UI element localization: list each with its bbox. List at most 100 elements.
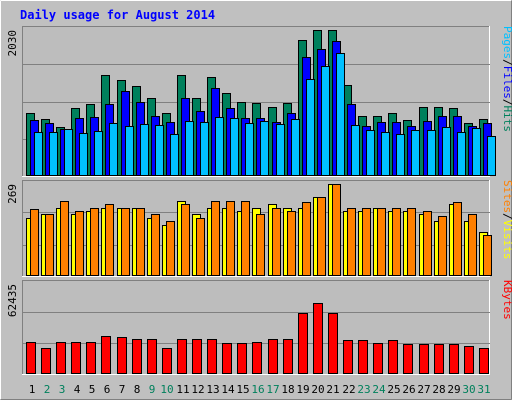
bar-sites-day-17 xyxy=(272,208,281,276)
bar-kbytes-day-20 xyxy=(313,303,323,374)
bar-pages-day-17 xyxy=(276,124,285,176)
panel-visits-sites: 269 Sites/Visits xyxy=(6,180,512,277)
x-tick-day-15: 15 xyxy=(236,383,249,396)
x-tick-day-11: 11 xyxy=(176,383,189,396)
bar-kbytes-day-23 xyxy=(358,340,368,374)
bar-kbytes-day-18 xyxy=(283,339,293,374)
bar-sites-day-18 xyxy=(287,211,296,276)
bar-pages-day-29 xyxy=(457,132,466,176)
bar-pages-day-7 xyxy=(125,126,134,176)
x-tick-day-13: 13 xyxy=(206,383,219,396)
legend-files: Files xyxy=(501,66,512,99)
bar-pages-day-22 xyxy=(351,125,360,176)
panel-legend: Sites/Visits xyxy=(501,180,512,260)
bar-pages-day-4 xyxy=(79,133,88,176)
x-tick-day-18: 18 xyxy=(281,383,294,396)
bar-kbytes-day-31 xyxy=(479,348,489,374)
bar-pages-day-2 xyxy=(49,132,58,176)
bar-kbytes-day-29 xyxy=(449,344,459,374)
x-tick-day-21: 21 xyxy=(326,383,339,396)
x-tick-day-4: 4 xyxy=(74,383,81,396)
bar-sites-day-25 xyxy=(392,208,401,276)
bar-sites-day-4 xyxy=(75,211,84,276)
bar-sites-day-12 xyxy=(196,218,205,276)
bar-sites-day-24 xyxy=(377,208,386,276)
x-tick-day-19: 19 xyxy=(296,383,309,396)
x-tick-day-14: 14 xyxy=(221,383,235,396)
x-tick-day-29: 29 xyxy=(447,383,460,396)
bar-sites-day-20 xyxy=(317,197,326,276)
bar-sites-day-8 xyxy=(136,208,145,276)
legend-separator: / xyxy=(501,99,512,106)
bar-pages-day-27 xyxy=(427,130,436,176)
bar-pages-day-9 xyxy=(155,125,164,176)
bar-sites-day-9 xyxy=(151,214,160,276)
bar-pages-day-28 xyxy=(442,127,451,176)
bar-pages-day-10 xyxy=(170,134,179,176)
x-tick-day-31: 31 xyxy=(477,383,490,396)
bar-kbytes-day-2 xyxy=(41,348,51,374)
chart-panels: 2030Pages/Files/Hits269Sites/Visits62435… xyxy=(6,26,512,375)
bar-kbytes-day-26 xyxy=(403,344,413,374)
bar-sites-day-31 xyxy=(483,235,492,276)
bar-kbytes-day-8 xyxy=(132,339,142,374)
bar-pages-day-1 xyxy=(34,132,43,176)
bar-pages-day-16 xyxy=(260,121,269,176)
bar-pages-day-11 xyxy=(185,121,194,176)
bar-sites-day-2 xyxy=(45,214,54,276)
bar-pages-day-23 xyxy=(366,130,375,176)
bar-kbytes-day-19 xyxy=(298,313,308,374)
bar-kbytes-day-5 xyxy=(86,342,96,374)
bar-sites-day-10 xyxy=(166,221,175,276)
x-tick-day-1: 1 xyxy=(29,383,36,396)
legend-pages: Pages xyxy=(501,26,512,59)
bar-sites-day-11 xyxy=(181,204,190,276)
bar-pages-day-31 xyxy=(487,136,496,176)
bar-sites-day-13 xyxy=(211,201,220,276)
bar-sites-day-5 xyxy=(90,208,99,276)
x-tick-day-22: 22 xyxy=(342,383,355,396)
x-tick-day-8: 8 xyxy=(134,383,141,396)
x-tick-day-25: 25 xyxy=(387,383,400,396)
x-tick-day-7: 7 xyxy=(119,383,126,396)
x-tick-day-27: 27 xyxy=(417,383,430,396)
bar-sites-day-7 xyxy=(121,208,130,276)
bar-sites-day-27 xyxy=(423,211,432,276)
bar-sites-day-30 xyxy=(468,214,477,276)
x-tick-day-3: 3 xyxy=(59,383,66,396)
x-tick-day-26: 26 xyxy=(402,383,415,396)
legend-sites: Sites xyxy=(501,180,512,213)
series-pages xyxy=(34,53,496,176)
bar-kbytes-day-24 xyxy=(373,343,383,374)
bar-kbytes-day-21 xyxy=(328,313,338,374)
chart-title: Daily usage for August 2014 xyxy=(20,8,215,22)
bar-sites-day-1 xyxy=(30,209,39,276)
series-sites xyxy=(30,184,492,276)
bar-kbytes-day-4 xyxy=(71,342,81,374)
legend-visits: Visits xyxy=(501,220,512,260)
bar-kbytes-day-10 xyxy=(162,348,172,374)
bar-pages-day-15 xyxy=(245,123,254,176)
x-tick-day-2: 2 xyxy=(44,383,51,396)
bar-sites-day-23 xyxy=(362,208,371,276)
x-tick-day-6: 6 xyxy=(104,383,111,396)
x-tick-day-10: 10 xyxy=(160,383,173,396)
legend-separator: / xyxy=(501,213,512,220)
legend-hits: Hits xyxy=(501,106,512,133)
bar-pages-day-21 xyxy=(336,53,345,176)
bar-sites-day-6 xyxy=(105,204,114,276)
series-kbytes xyxy=(26,303,489,374)
bar-pages-day-25 xyxy=(396,134,405,176)
bar-kbytes-day-16 xyxy=(252,342,262,374)
bar-kbytes-day-1 xyxy=(26,342,36,374)
panel-max-label: 2030 xyxy=(6,30,19,57)
bar-kbytes-day-17 xyxy=(268,339,278,374)
bar-pages-day-18 xyxy=(291,119,300,176)
panel-legend: Pages/Files/Hits xyxy=(501,26,512,132)
bar-kbytes-day-25 xyxy=(388,340,398,374)
bar-kbytes-day-14 xyxy=(222,343,232,374)
bar-kbytes-day-27 xyxy=(419,344,429,374)
x-tick-day-16: 16 xyxy=(251,383,264,396)
bar-sites-day-28 xyxy=(438,216,447,276)
